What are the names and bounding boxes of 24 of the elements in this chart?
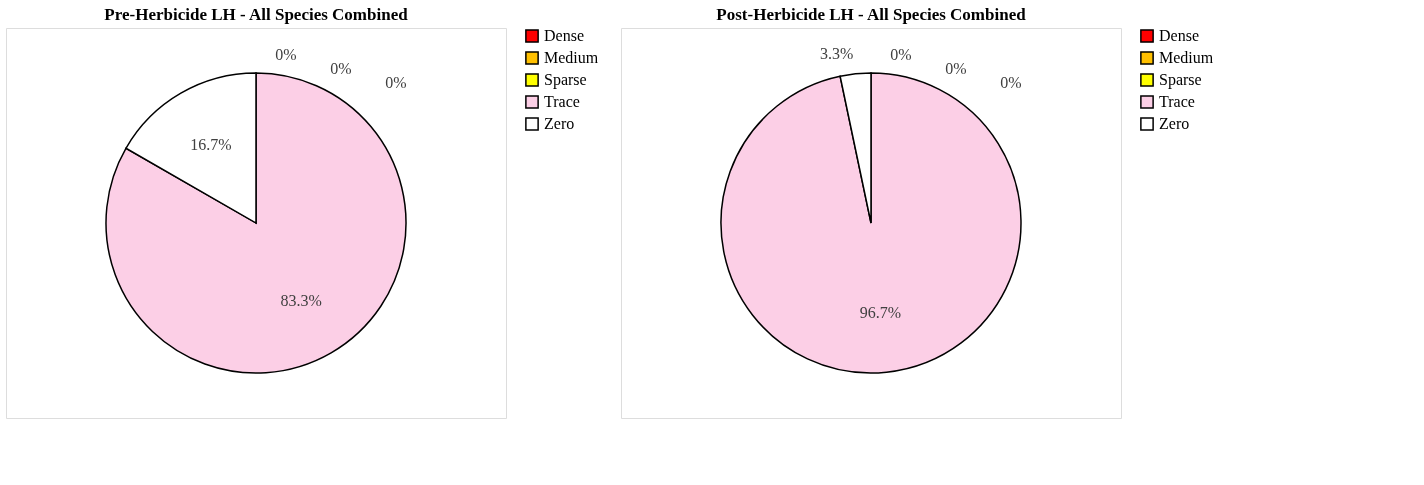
text: 0%: [330, 60, 352, 77]
data-label: 96.7%: [859, 303, 901, 321]
legend-label: Medium: [1159, 49, 1214, 66]
data-label: 3.3%: [820, 44, 854, 62]
legend-label: Zero: [1159, 115, 1190, 132]
text: 0%: [945, 60, 967, 77]
legend-label: Dense: [1159, 27, 1199, 44]
chart-title: Post-Herbicide LH - All Species Combined: [716, 5, 1027, 24]
text: 0%: [1000, 74, 1022, 91]
pie-slice: [720, 72, 1022, 374]
pie-slice: [105, 72, 407, 374]
legend-label: Sparse: [544, 71, 587, 89]
legend-label: Trace: [1159, 93, 1195, 110]
legend-label: Zero: [544, 115, 575, 132]
legend-label: Sparse: [1159, 71, 1202, 89]
chart-title: Pre-Herbicide LH - All Species Combined: [104, 5, 409, 24]
legend-label: Trace: [544, 93, 580, 110]
legend-label: Medium: [544, 49, 599, 66]
text: 0%: [890, 46, 912, 63]
text: 0%: [385, 74, 407, 91]
data-label: 83.3%: [280, 291, 322, 309]
data-label: 16.7%: [190, 136, 232, 154]
text: 0%: [275, 46, 297, 63]
legend-label: Dense: [544, 27, 584, 44]
